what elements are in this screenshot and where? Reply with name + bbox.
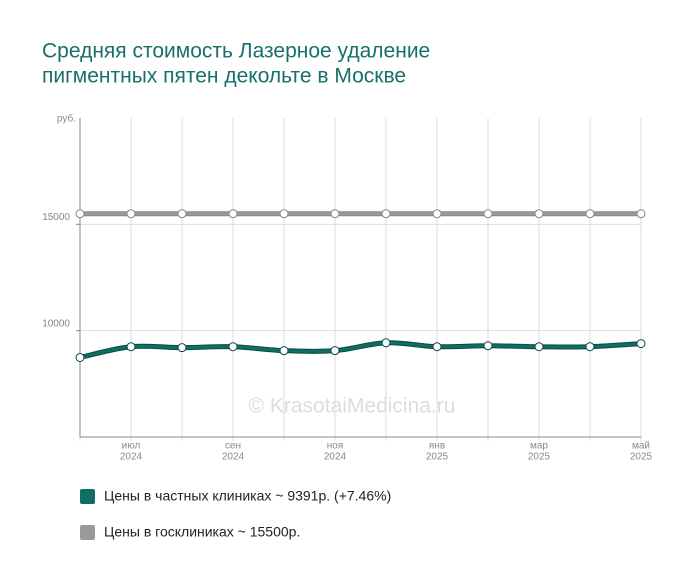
point <box>636 209 646 219</box>
point <box>75 352 85 362</box>
x-tick-label: янв <box>429 441 445 452</box>
x-tick-label: 2025 <box>630 452 653 463</box>
point <box>483 341 493 351</box>
point <box>381 338 391 348</box>
x-tick-label: 2025 <box>528 452 551 463</box>
x-tick-label: сен <box>225 441 241 452</box>
point <box>432 342 442 352</box>
point <box>126 342 136 352</box>
x-tick-label: май <box>632 441 650 452</box>
point <box>636 339 646 349</box>
x-tick-label: ноя <box>327 441 344 452</box>
point <box>534 342 544 352</box>
point <box>75 209 85 219</box>
x-tick-label: июл <box>122 441 141 452</box>
point <box>279 346 289 356</box>
point <box>330 209 340 219</box>
point <box>330 346 340 356</box>
chart-title: Средняя стоимость Лазерное удаление <box>42 40 430 63</box>
y-tick-label: 10000 <box>42 318 70 329</box>
point <box>381 209 391 219</box>
x-tick-label: 2024 <box>120 452 143 463</box>
x-tick-label: мар <box>530 441 548 452</box>
legend-swatch <box>80 489 95 504</box>
y-unit: руб. <box>57 113 76 125</box>
point <box>585 342 595 352</box>
watermark: © KrasotaiMedicina.ru <box>249 395 456 418</box>
point <box>432 209 442 219</box>
point <box>279 209 289 219</box>
x-tick-label: 2025 <box>426 452 449 463</box>
x-tick-label: 2024 <box>222 452 245 463</box>
legend-swatch <box>80 525 95 540</box>
point <box>585 209 595 219</box>
point <box>534 209 544 219</box>
point <box>126 209 136 219</box>
chart-title: пигментных пятен декольте в Москве <box>42 65 406 88</box>
x-tick-label: 2024 <box>324 452 347 463</box>
point <box>228 209 238 219</box>
legend-label: Цены в частных клиниках ~ 9391р. (+7.46%… <box>104 488 391 504</box>
point <box>177 209 187 219</box>
point <box>483 209 493 219</box>
point <box>228 342 238 352</box>
y-tick-label: 15000 <box>42 212 70 223</box>
point <box>177 343 187 353</box>
legend-label: Цены в госклиниках ~ 15500р. <box>104 524 300 540</box>
